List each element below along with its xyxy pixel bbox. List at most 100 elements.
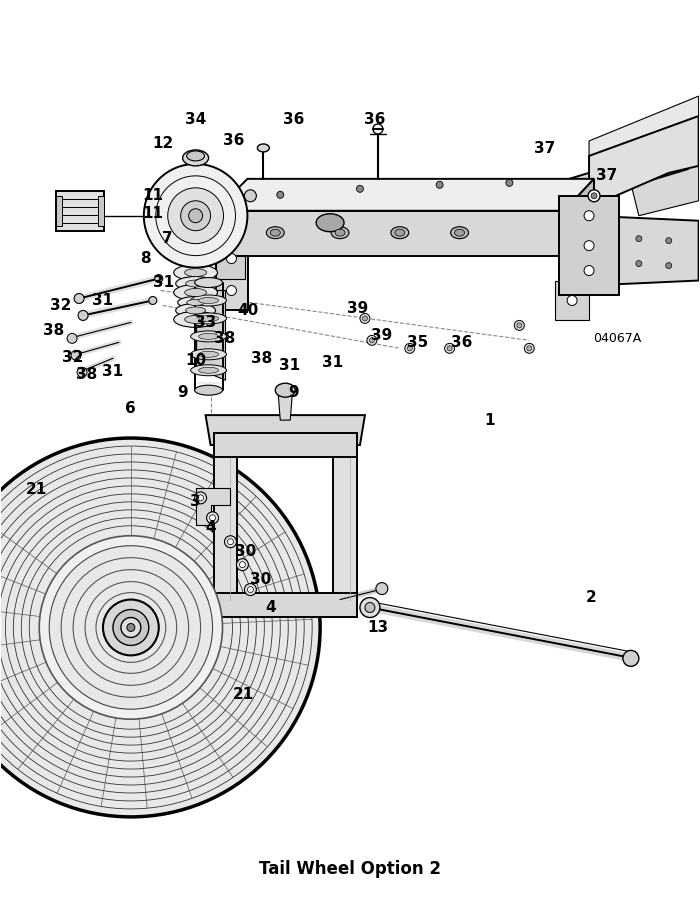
Circle shape (168, 187, 223, 244)
Text: 36: 36 (451, 335, 473, 349)
Text: 36: 36 (283, 112, 304, 126)
Circle shape (228, 539, 234, 545)
Polygon shape (589, 216, 699, 286)
Circle shape (247, 587, 253, 592)
Polygon shape (564, 179, 594, 256)
Polygon shape (214, 592, 357, 616)
Circle shape (506, 179, 513, 187)
Polygon shape (629, 166, 699, 216)
Text: 31: 31 (92, 293, 113, 308)
Circle shape (436, 181, 443, 188)
Text: 39: 39 (371, 328, 393, 343)
Ellipse shape (174, 311, 218, 328)
Text: 38: 38 (214, 331, 235, 346)
Ellipse shape (187, 151, 204, 161)
Circle shape (623, 651, 639, 666)
Text: 7: 7 (162, 231, 173, 247)
Circle shape (405, 343, 414, 353)
Circle shape (244, 583, 256, 595)
Text: 10: 10 (185, 353, 206, 368)
Circle shape (197, 495, 204, 500)
Circle shape (367, 336, 377, 345)
Text: 31: 31 (279, 358, 300, 373)
Circle shape (276, 191, 284, 198)
Ellipse shape (190, 313, 227, 324)
Polygon shape (214, 433, 357, 457)
Text: 13: 13 (368, 620, 388, 635)
Ellipse shape (199, 298, 218, 303)
Text: 36: 36 (364, 112, 386, 126)
Polygon shape (195, 488, 230, 525)
Circle shape (227, 224, 237, 234)
Text: 38: 38 (76, 367, 98, 382)
Circle shape (524, 343, 534, 353)
Circle shape (67, 333, 77, 343)
Ellipse shape (183, 150, 209, 166)
Polygon shape (559, 196, 619, 296)
Text: 21: 21 (26, 482, 47, 498)
Circle shape (666, 263, 672, 268)
Ellipse shape (185, 268, 206, 277)
Ellipse shape (258, 144, 270, 152)
Circle shape (206, 511, 218, 524)
Circle shape (195, 492, 206, 504)
Circle shape (407, 346, 412, 351)
Text: 36: 36 (223, 134, 244, 148)
Text: 31: 31 (321, 355, 342, 369)
Circle shape (121, 618, 141, 637)
Circle shape (227, 286, 237, 296)
Ellipse shape (186, 307, 206, 314)
Text: 8: 8 (141, 251, 151, 266)
Ellipse shape (185, 288, 206, 297)
Text: Tail Wheel Option 2: Tail Wheel Option 2 (259, 860, 441, 878)
Text: 40: 40 (238, 303, 259, 318)
Polygon shape (216, 211, 564, 256)
Polygon shape (56, 196, 62, 226)
Polygon shape (98, 196, 104, 226)
Text: 9: 9 (177, 385, 188, 399)
Polygon shape (333, 445, 357, 604)
Circle shape (584, 240, 594, 250)
Ellipse shape (335, 229, 345, 237)
Ellipse shape (186, 280, 206, 287)
Circle shape (527, 346, 532, 351)
Polygon shape (56, 191, 104, 231)
Ellipse shape (199, 351, 218, 358)
Circle shape (365, 602, 375, 612)
Polygon shape (206, 415, 365, 445)
Ellipse shape (395, 229, 405, 237)
Text: 32: 32 (50, 298, 72, 313)
Circle shape (149, 297, 157, 305)
Circle shape (127, 623, 135, 632)
Ellipse shape (190, 295, 227, 306)
Circle shape (74, 294, 84, 303)
Ellipse shape (190, 349, 227, 359)
Ellipse shape (174, 265, 218, 280)
Ellipse shape (331, 227, 349, 238)
Circle shape (239, 561, 246, 568)
Circle shape (666, 238, 672, 244)
Circle shape (49, 546, 213, 709)
Circle shape (370, 338, 374, 343)
Polygon shape (589, 216, 614, 286)
Ellipse shape (199, 333, 218, 339)
Circle shape (71, 350, 81, 360)
Ellipse shape (451, 227, 468, 238)
Ellipse shape (266, 227, 284, 238)
Text: 12: 12 (152, 136, 174, 151)
Text: 2: 2 (586, 590, 596, 605)
Text: 1: 1 (484, 412, 495, 428)
Text: 37: 37 (533, 141, 555, 157)
Circle shape (181, 201, 211, 231)
Text: 33: 33 (195, 315, 216, 330)
Circle shape (517, 323, 522, 328)
Text: 32: 32 (62, 349, 84, 365)
Circle shape (237, 559, 248, 571)
Ellipse shape (176, 277, 216, 290)
Text: 11: 11 (142, 207, 163, 221)
Polygon shape (589, 96, 699, 156)
Text: 4: 4 (205, 521, 216, 535)
Text: 31: 31 (153, 275, 174, 290)
Circle shape (77, 368, 87, 378)
Ellipse shape (178, 297, 214, 308)
